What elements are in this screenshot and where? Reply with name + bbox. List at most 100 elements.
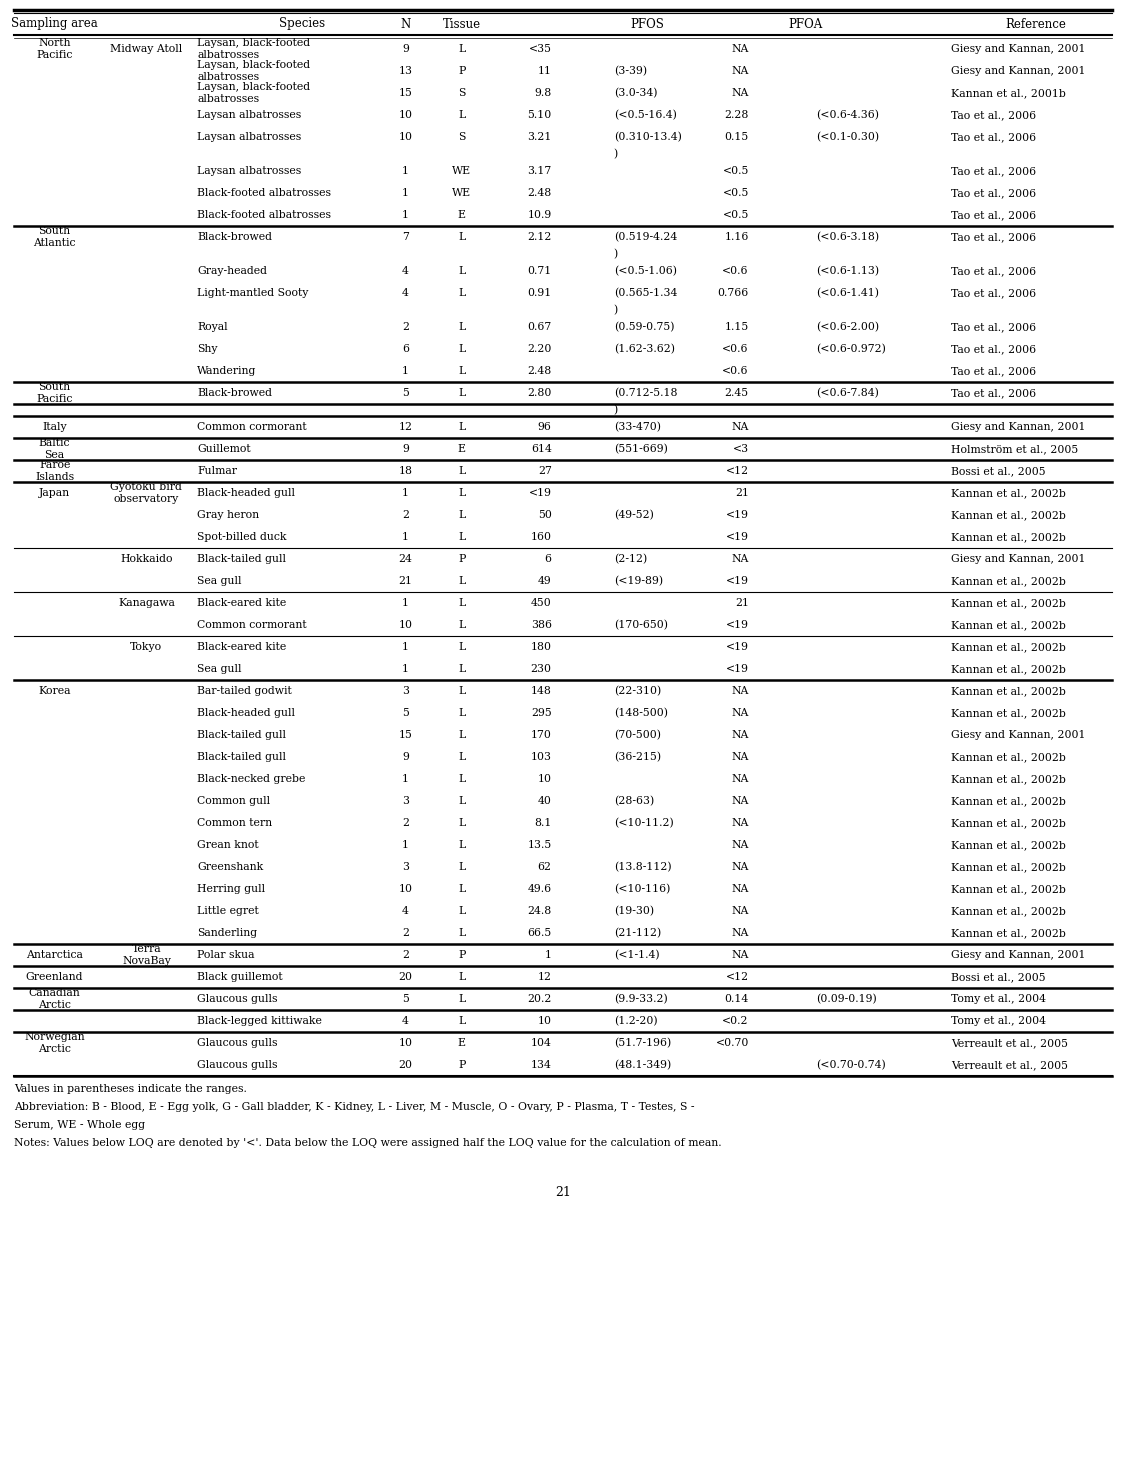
Text: Midway Atoll: Midway Atoll bbox=[110, 44, 182, 53]
Text: 21: 21 bbox=[735, 599, 749, 608]
Text: Kannan et al., 2002b: Kannan et al., 2002b bbox=[951, 751, 1066, 762]
Text: Shy: Shy bbox=[197, 344, 217, 354]
Text: 1.16: 1.16 bbox=[724, 233, 749, 242]
Text: (70-500): (70-500) bbox=[614, 729, 661, 740]
Text: Tomy et al., 2004: Tomy et al., 2004 bbox=[951, 994, 1046, 1003]
Text: Sanderling: Sanderling bbox=[197, 928, 257, 938]
Text: 5: 5 bbox=[402, 388, 409, 399]
Text: 2: 2 bbox=[402, 818, 409, 828]
Text: 10: 10 bbox=[538, 774, 552, 784]
Text: NA: NA bbox=[732, 796, 749, 806]
Text: 2.80: 2.80 bbox=[527, 388, 552, 399]
Text: L: L bbox=[458, 465, 465, 476]
Text: <0.6: <0.6 bbox=[722, 265, 749, 276]
Text: L: L bbox=[458, 44, 465, 53]
Text: 170: 170 bbox=[530, 731, 552, 740]
Text: 2: 2 bbox=[402, 322, 409, 332]
Text: 21: 21 bbox=[555, 1186, 571, 1199]
Text: 13.5: 13.5 bbox=[527, 840, 552, 851]
Text: Black-headed gull: Black-headed gull bbox=[197, 488, 295, 498]
Text: ): ) bbox=[614, 405, 618, 415]
Text: <19: <19 bbox=[726, 642, 749, 652]
Text: (0.310-13.4): (0.310-13.4) bbox=[614, 132, 681, 142]
Text: <12: <12 bbox=[725, 465, 749, 476]
Text: Serum, WE - Whole egg: Serum, WE - Whole egg bbox=[14, 1120, 145, 1129]
Text: Tao et al., 2006: Tao et al., 2006 bbox=[951, 288, 1037, 298]
Text: 9: 9 bbox=[402, 44, 409, 53]
Text: NA: NA bbox=[732, 686, 749, 697]
Text: L: L bbox=[458, 422, 465, 431]
Text: Giesy and Kannan, 2001: Giesy and Kannan, 2001 bbox=[951, 67, 1085, 76]
Text: Glaucous gulls: Glaucous gulls bbox=[197, 1037, 277, 1048]
Text: 27: 27 bbox=[538, 465, 552, 476]
Text: <0.5: <0.5 bbox=[723, 188, 749, 199]
Text: L: L bbox=[458, 322, 465, 332]
Text: L: L bbox=[458, 488, 465, 498]
Text: 4: 4 bbox=[402, 906, 409, 916]
Text: Black-eared kite: Black-eared kite bbox=[197, 599, 286, 608]
Text: 10: 10 bbox=[538, 1017, 552, 1026]
Text: NA: NA bbox=[732, 774, 749, 784]
Text: Sea gull: Sea gull bbox=[197, 664, 242, 674]
Text: Black-tailed gull: Black-tailed gull bbox=[197, 751, 286, 762]
Text: Verreault et al., 2005: Verreault et al., 2005 bbox=[951, 1037, 1069, 1048]
Text: Tao et al., 2006: Tao et al., 2006 bbox=[951, 132, 1037, 142]
Text: <0.5: <0.5 bbox=[723, 166, 749, 176]
Text: 20.2: 20.2 bbox=[527, 994, 552, 1003]
Text: <0.6: <0.6 bbox=[722, 366, 749, 376]
Text: NA: NA bbox=[732, 818, 749, 828]
Text: 160: 160 bbox=[530, 532, 552, 542]
Text: Laysan, black-footed
albatrosses: Laysan, black-footed albatrosses bbox=[197, 61, 310, 82]
Text: 10: 10 bbox=[399, 110, 412, 120]
Text: (0.565-1.34: (0.565-1.34 bbox=[614, 288, 677, 298]
Text: Faroe
Islands: Faroe Islands bbox=[35, 461, 74, 482]
Text: Kannan et al., 2002b: Kannan et al., 2002b bbox=[951, 488, 1066, 498]
Text: L: L bbox=[458, 708, 465, 717]
Text: Norwegian
Arctic: Norwegian Arctic bbox=[25, 1031, 84, 1054]
Text: Giesy and Kannan, 2001: Giesy and Kannan, 2001 bbox=[951, 731, 1085, 740]
Text: Wandering: Wandering bbox=[197, 366, 257, 376]
Text: Kannan et al., 2002b: Kannan et al., 2002b bbox=[951, 796, 1066, 806]
Text: (2-12): (2-12) bbox=[614, 554, 647, 565]
Text: 49: 49 bbox=[538, 576, 552, 585]
Text: L: L bbox=[458, 664, 465, 674]
Text: NA: NA bbox=[732, 883, 749, 894]
Text: 24: 24 bbox=[399, 554, 412, 565]
Text: 10.9: 10.9 bbox=[527, 210, 552, 219]
Text: (21-112): (21-112) bbox=[614, 928, 661, 938]
Text: Reference: Reference bbox=[1006, 18, 1066, 31]
Text: 2.45: 2.45 bbox=[725, 388, 749, 399]
Text: L: L bbox=[458, 233, 465, 242]
Text: South
Pacific: South Pacific bbox=[36, 382, 73, 403]
Text: 12: 12 bbox=[538, 972, 552, 983]
Text: 2.12: 2.12 bbox=[527, 233, 552, 242]
Text: Kannan et al., 2002b: Kannan et al., 2002b bbox=[951, 906, 1066, 916]
Text: Tissue: Tissue bbox=[443, 18, 481, 31]
Text: NA: NA bbox=[732, 44, 749, 53]
Text: E: E bbox=[457, 210, 466, 219]
Text: Herring gull: Herring gull bbox=[197, 883, 266, 894]
Text: Tao et al., 2006: Tao et al., 2006 bbox=[951, 322, 1037, 332]
Text: 0.766: 0.766 bbox=[717, 288, 749, 298]
Text: Giesy and Kannan, 2001: Giesy and Kannan, 2001 bbox=[951, 44, 1085, 53]
Text: Tao et al., 2006: Tao et al., 2006 bbox=[951, 344, 1037, 354]
Text: L: L bbox=[458, 818, 465, 828]
Text: NA: NA bbox=[732, 751, 749, 762]
Text: WE: WE bbox=[453, 166, 471, 176]
Text: Kannan et al., 2002b: Kannan et al., 2002b bbox=[951, 883, 1066, 894]
Text: 4: 4 bbox=[402, 265, 409, 276]
Text: (<10-116): (<10-116) bbox=[614, 883, 670, 894]
Text: Kannan et al., 2002b: Kannan et al., 2002b bbox=[951, 818, 1066, 828]
Text: 148: 148 bbox=[530, 686, 552, 697]
Text: ): ) bbox=[614, 249, 618, 259]
Text: 20: 20 bbox=[399, 972, 412, 983]
Text: (0.59-0.75): (0.59-0.75) bbox=[614, 322, 674, 332]
Text: Notes: Values below LOQ are denoted by '<'. Data below the LOQ were assigned hal: Notes: Values below LOQ are denoted by '… bbox=[14, 1138, 722, 1149]
Text: L: L bbox=[458, 928, 465, 938]
Text: 9.8: 9.8 bbox=[535, 87, 552, 98]
Text: 104: 104 bbox=[530, 1037, 552, 1048]
Text: 9: 9 bbox=[402, 445, 409, 453]
Text: Black-legged kittiwake: Black-legged kittiwake bbox=[197, 1017, 322, 1026]
Text: Antarctica: Antarctica bbox=[26, 950, 83, 960]
Text: 386: 386 bbox=[530, 619, 552, 630]
